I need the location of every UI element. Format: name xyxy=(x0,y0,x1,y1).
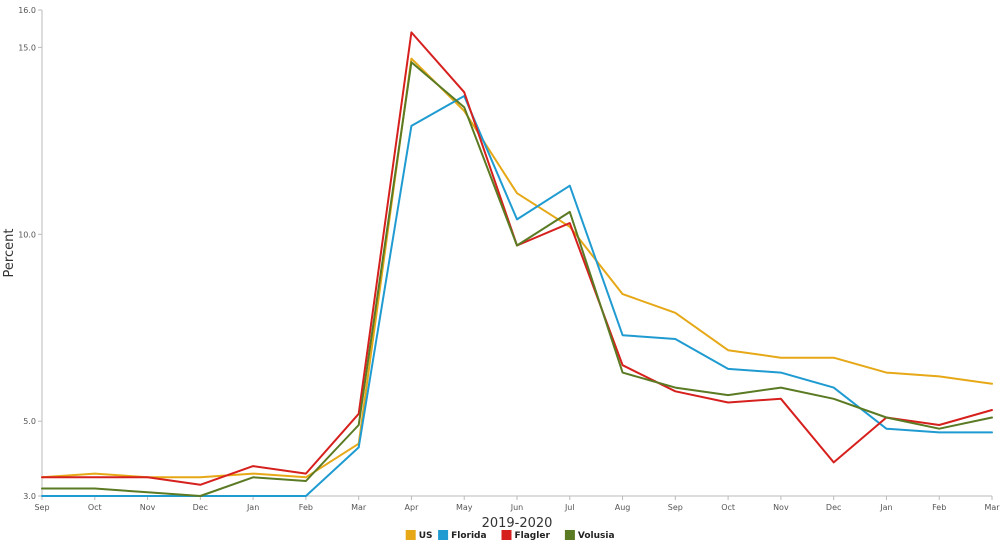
chart-axes xyxy=(41,10,992,497)
legend-swatch xyxy=(438,530,449,540)
legend-swatch xyxy=(501,530,512,540)
x-tick-label: Apr xyxy=(405,503,420,512)
x-tick-label: Oct xyxy=(88,503,102,512)
legend-item-volusia[interactable]: Volusia xyxy=(564,530,615,541)
x-tick-label: Sep xyxy=(668,503,683,512)
x-tick-label: Feb xyxy=(299,503,313,512)
x-tick-label: Feb xyxy=(932,503,946,512)
x-tick-label: Sep xyxy=(34,503,49,512)
legend-label: US xyxy=(419,531,433,541)
series-line-florida xyxy=(41,95,993,497)
y-tick-labels: 3.0 5.0 10.0 15.0 16.0 xyxy=(18,6,42,501)
series-line-flagler xyxy=(41,31,993,486)
x-tick-label: Jan xyxy=(879,503,892,512)
x-axis-title: 2019-2020 xyxy=(482,516,553,531)
y-tick-label: 3.0 xyxy=(23,492,36,501)
x-tick-label: Jan xyxy=(246,503,259,512)
legend: US Florida Flagler Volusia xyxy=(405,530,615,541)
series-lines xyxy=(41,31,993,497)
y-tick-label: 16.0 xyxy=(18,6,36,15)
legend-item-flagler[interactable]: Flagler xyxy=(501,530,551,541)
x-tick-label: Nov xyxy=(140,503,156,512)
legend-label: Flagler xyxy=(515,531,551,541)
series-line-us xyxy=(41,57,993,479)
y-tick-label: 10.0 xyxy=(18,230,36,239)
x-tick-label: Jun xyxy=(510,503,524,512)
x-tick-label: Mar xyxy=(351,503,367,512)
x-tick-label: Aug xyxy=(615,503,631,512)
x-tick-labels: Sep Oct Nov Dec Jan Feb Mar Apr May Jun Jul Aug Sep O… xyxy=(34,496,1000,512)
x-tick-label: Jul xyxy=(564,503,575,512)
legend-item-us[interactable]: US xyxy=(405,530,433,541)
y-tick-label: 15.0 xyxy=(18,43,36,52)
x-tick-label: Nov xyxy=(773,503,789,512)
x-tick-label: Mar xyxy=(984,503,1000,512)
x-tick-label: May xyxy=(456,503,473,512)
legend-item-florida[interactable]: Florida xyxy=(438,530,487,541)
x-tick-label: Dec xyxy=(826,503,841,512)
x-tick-label: Dec xyxy=(193,503,208,512)
series-line-volusia xyxy=(41,61,993,497)
legend-label: Volusia xyxy=(578,531,615,541)
legend-swatch xyxy=(405,530,416,540)
x-tick-label: Oct xyxy=(721,503,735,512)
legend-label: Florida xyxy=(451,531,486,541)
y-axis-title: Percent xyxy=(2,229,17,278)
y-tick-label: 5.0 xyxy=(23,417,36,426)
legend-swatch xyxy=(564,530,575,540)
